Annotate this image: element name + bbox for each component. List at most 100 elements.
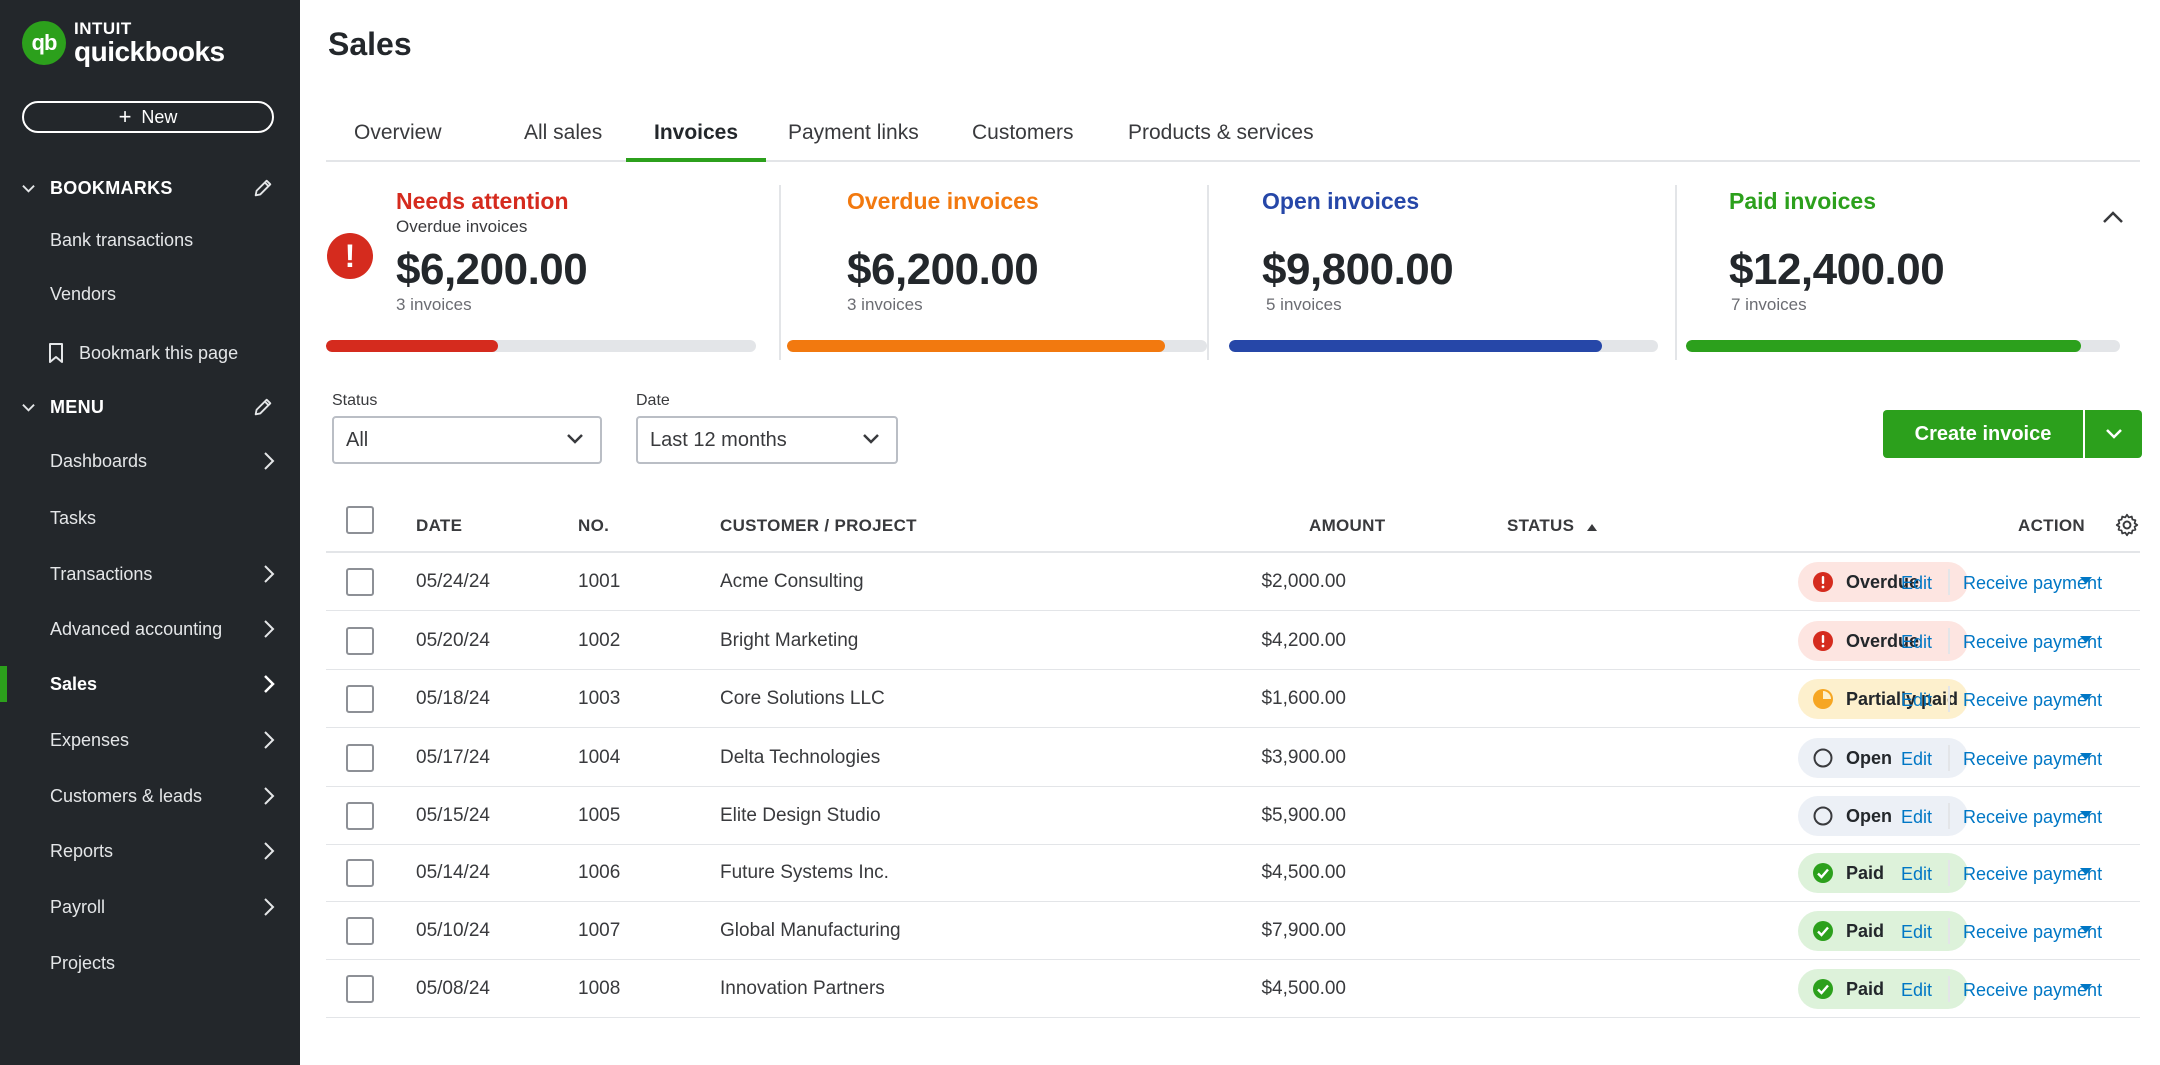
sidebar-item-customers-leads[interactable]: Customers & leads: [0, 774, 300, 818]
status-filter-select[interactable]: All: [332, 416, 602, 464]
table-row[interactable]: 05/08/24 1008 Innovation Partners $4,500.00…: [326, 960, 2140, 1018]
row-number[interactable]: 1005: [578, 805, 621, 826]
column-header-date[interactable]: DATE: [416, 516, 463, 535]
row-checkbox[interactable]: [346, 975, 374, 1003]
column-header-status[interactable]: STATUS: [1507, 516, 1599, 536]
receive-payment-link[interactable]: Receive payment: [1963, 690, 2103, 710]
row-action-dropdown-icon[interactable]: [2078, 750, 2094, 762]
table-row[interactable]: 05/15/24 1005 Elite Design Studio $5,900.00…: [326, 787, 2140, 845]
row-date: 05/24/24: [416, 571, 490, 592]
sidebar-item-expenses[interactable]: Expenses: [0, 718, 300, 762]
sidebar-item-sales[interactable]: Sales: [0, 662, 300, 706]
row-action-dropdown-icon[interactable]: [2078, 574, 2094, 586]
row-customer[interactable]: Innovation Partners: [720, 978, 885, 999]
column-header-customer[interactable]: CUSTOMER / PROJECT: [720, 516, 917, 535]
edit-link[interactable]: Edit: [1901, 807, 1933, 827]
row-checkbox[interactable]: [346, 859, 374, 887]
row-checkbox[interactable]: [346, 744, 374, 772]
date-filter-select[interactable]: Last 12 months: [636, 416, 898, 464]
chevron-up-icon[interactable]: [2100, 205, 2126, 231]
row-action-dropdown-icon[interactable]: [2078, 923, 2094, 935]
edit-link[interactable]: Edit: [1901, 690, 1933, 710]
edit-menu-pencil-icon[interactable]: [252, 396, 274, 418]
table-row[interactable]: 05/10/24 1007 Global Manufacturing $7,900.0…: [326, 902, 2140, 960]
create-invoice-button[interactable]: Create invoice: [1883, 410, 2083, 458]
row-customer[interactable]: Global Manufacturing: [720, 920, 901, 941]
paid-invoices-card[interactable]: Paid invoices $12,400.00 7 invoices: [1686, 180, 2120, 360]
row-action-dropdown-icon[interactable]: [2078, 633, 2094, 645]
row-action-dropdown-icon[interactable]: [2078, 691, 2094, 703]
select-all-checkbox[interactable]: [346, 506, 374, 534]
row-action-dropdown-icon[interactable]: [2078, 981, 2094, 993]
row-number[interactable]: 1001: [578, 571, 621, 592]
receive-payment-link[interactable]: Receive payment: [1963, 573, 2103, 593]
tab-products-services[interactable]: Products & services: [1128, 121, 1314, 144]
receive-payment-link[interactable]: Receive payment: [1963, 864, 2103, 884]
column-header-no[interactable]: NO.: [578, 516, 610, 535]
table-row[interactable]: 05/20/24 1002 Bright Marketing $4,200.00 Ove…: [326, 612, 2140, 670]
bookmark-this-page[interactable]: Bookmark this page: [0, 331, 300, 375]
row-number[interactable]: 1007: [578, 920, 621, 941]
sidebar-item-reports[interactable]: Reports: [0, 829, 300, 873]
row-number[interactable]: 1008: [578, 978, 621, 999]
edit-link[interactable]: Edit: [1901, 864, 1933, 884]
overdue-invoices-card[interactable]: Overdue invoices $6,200.00 3 invoices: [787, 180, 1207, 360]
row-checkbox[interactable]: [346, 627, 374, 655]
row-action-dropdown-icon[interactable]: [2078, 808, 2094, 820]
open-invoices-card[interactable]: Open invoices $9,800.00 5 invoices: [1229, 180, 1658, 360]
intuit-wordmark: INTUIT: [74, 19, 132, 38]
tab-overview[interactable]: Overview: [354, 121, 442, 144]
row-number[interactable]: 1002: [578, 630, 621, 651]
tab-payment-links[interactable]: Payment links: [788, 121, 919, 144]
edit-bookmarks-pencil-icon[interactable]: [252, 177, 274, 199]
receive-payment-link[interactable]: Receive payment: [1963, 980, 2103, 1000]
sidebar-item-dashboards[interactable]: Dashboards: [0, 439, 300, 483]
menu-section-toggle[interactable]: MENU: [0, 387, 300, 427]
receive-payment-link[interactable]: Receive payment: [1963, 632, 2103, 652]
sidebar-item-vendors[interactable]: Vendors: [0, 272, 300, 316]
edit-link[interactable]: Edit: [1901, 749, 1933, 769]
new-button[interactable]: + New: [22, 101, 274, 133]
gear-icon[interactable]: [2114, 512, 2140, 538]
row-checkbox[interactable]: [346, 685, 374, 713]
receive-payment-link[interactable]: Receive payment: [1963, 922, 2103, 942]
row-number[interactable]: 1003: [578, 688, 621, 709]
table-row[interactable]: 05/14/24 1006 Future Systems Inc. $4,500.00…: [326, 844, 2140, 902]
row-number[interactable]: 1006: [578, 862, 621, 883]
table-row[interactable]: 05/24/24 1001 Acme Consulting $2,000.00 Over…: [326, 553, 2140, 611]
row-customer[interactable]: Acme Consulting: [720, 571, 864, 592]
sidebar-item-tasks[interactable]: Tasks: [0, 496, 300, 540]
tab-invoices[interactable]: Invoices: [626, 118, 767, 162]
table-row[interactable]: 05/18/24 1003 Core Solutions LLC $1,600.00 P…: [326, 670, 2140, 728]
tab-customers[interactable]: Customers: [972, 121, 1074, 144]
needs-attention-card[interactable]: Needs attention Overdue invoices $6,200.…: [326, 180, 756, 360]
row-customer[interactable]: Elite Design Studio: [720, 805, 881, 826]
receive-payment-link[interactable]: Receive payment: [1963, 807, 2103, 827]
sidebar-item-bank-transactions[interactable]: Bank transactions: [0, 218, 300, 262]
tab-all-sales[interactable]: All sales: [524, 121, 603, 144]
create-invoice-dropdown[interactable]: [2085, 410, 2142, 458]
row-amount: $2,000.00: [1261, 571, 1346, 592]
sidebar-item-advanced-accounting[interactable]: Advanced accounting: [0, 607, 300, 651]
edit-link[interactable]: Edit: [1901, 922, 1933, 942]
sidebar-item-payroll[interactable]: Payroll: [0, 885, 300, 929]
table-row[interactable]: 05/17/24 1004 Delta Technologies $3,900.00 O…: [326, 729, 2140, 787]
row-number[interactable]: 1004: [578, 747, 621, 768]
row-customer[interactable]: Core Solutions LLC: [720, 688, 885, 709]
row-checkbox[interactable]: [346, 568, 374, 596]
row-customer[interactable]: Future Systems Inc.: [720, 862, 889, 883]
quickbooks-logo[interactable]: qb INTUIT quickbooks: [22, 20, 225, 66]
row-customer[interactable]: Bright Marketing: [720, 630, 859, 651]
edit-link[interactable]: Edit: [1901, 573, 1933, 593]
bookmarks-section-toggle[interactable]: BOOKMARKS: [0, 168, 300, 208]
row-action-dropdown-icon[interactable]: [2078, 865, 2094, 877]
row-customer[interactable]: Delta Technologies: [720, 747, 881, 768]
receive-payment-link[interactable]: Receive payment: [1963, 749, 2103, 769]
sidebar-item-transactions[interactable]: Transactions: [0, 552, 300, 596]
edit-link[interactable]: Edit: [1901, 632, 1933, 652]
row-checkbox[interactable]: [346, 802, 374, 830]
sidebar-item-projects[interactable]: Projects: [0, 941, 300, 985]
edit-link[interactable]: Edit: [1901, 980, 1933, 1000]
column-header-amount[interactable]: AMOUNT: [1309, 516, 1386, 535]
row-checkbox[interactable]: [346, 917, 374, 945]
